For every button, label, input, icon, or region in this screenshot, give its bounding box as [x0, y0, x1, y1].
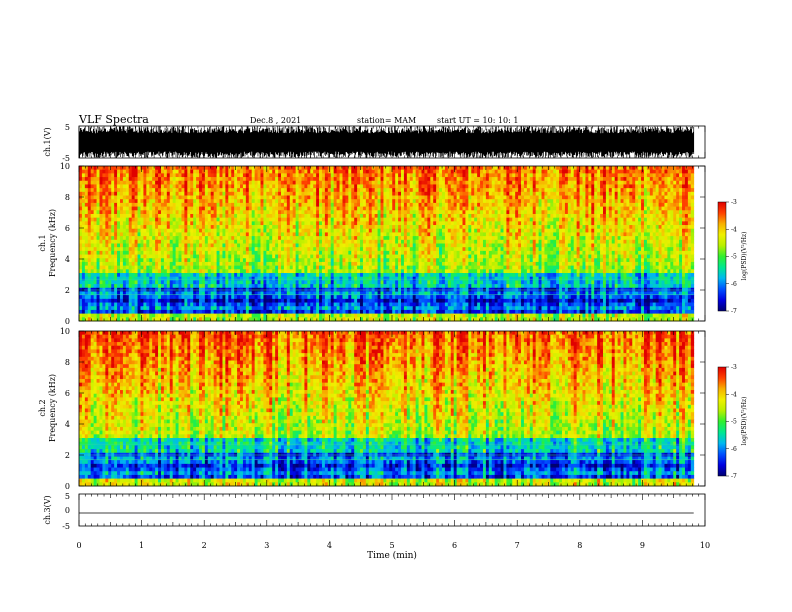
colorbar-tick-label: -3	[731, 199, 737, 206]
ytick-label: 2	[65, 286, 70, 295]
ch3-ytick-bottom: -5	[62, 522, 70, 531]
ytick-label: 2	[65, 451, 70, 460]
ch1-ytick-top: 5	[65, 123, 70, 132]
ch3-waveform-ylabel: ch.3(V)	[43, 495, 52, 524]
colorbar-tick-label: -6	[731, 446, 737, 453]
xtick-label: 6	[452, 541, 457, 550]
ch3-waveform-panel: 5 0 -5 ch.3(V)	[43, 492, 706, 531]
ch1-spectrogram-channel-label: ch.1	[38, 234, 47, 251]
ytick-label: 10	[60, 327, 70, 336]
ch1-waveform-ticks	[78, 126, 706, 158]
colorbar-tick-label: -7	[731, 473, 737, 480]
ch1-ytick-bottom: -5	[62, 154, 70, 163]
date-label: Dec.8 , 2021	[250, 116, 301, 125]
ch2-spectrogram-panel: 0 2 4 6 8 10 ch.2 Frequency (kHz)	[38, 327, 706, 491]
xtick-label: 10	[700, 541, 710, 550]
ch1-colorbar: -3 -4 -5 -6 -7 log(PSD)(V²/Hz)	[717, 199, 748, 315]
colorbar-tick-label: -5	[731, 419, 737, 426]
ch1-spectrogram-yticklabels: 0 2 4 6 8 10	[60, 162, 705, 326]
xtick-label: 2	[202, 541, 207, 550]
colorbar-tick-label: -6	[731, 281, 737, 288]
ch1-colorbar-gradient	[717, 201, 727, 312]
ch2-spectrogram-ticks	[78, 331, 706, 486]
ch1-spectrogram-ticks	[78, 166, 706, 321]
xtick-label: 3	[264, 541, 269, 550]
ch2-colorbar-ticks: -3 -4 -5 -6 -7	[726, 364, 737, 480]
ch3-waveform-ticks	[78, 494, 706, 526]
ch1-waveform-panel: 5 -5 ch.1(V)	[43, 123, 706, 163]
ch2-colorbar-gradient	[717, 366, 727, 477]
xtick-label: 0	[76, 541, 81, 550]
ch1-colorbar-ticks: -3 -4 -5 -6 -7	[726, 199, 737, 315]
ch2-spectrogram-yticklabels: 0 2 4 6 8 10	[60, 327, 705, 491]
ytick-label: 6	[65, 389, 70, 398]
colorbar-tick-label: -4	[731, 391, 737, 398]
ch1-waveform-trace	[78, 126, 695, 158]
ch2-colorbar-label: log(PSD)(V²/Hz)	[741, 397, 748, 446]
ytick-label: 4	[65, 420, 70, 429]
start-time-label: start UT = 10: 10: 1	[437, 116, 518, 125]
ytick-label: 8	[65, 193, 70, 202]
ytick-label: 8	[65, 358, 70, 367]
ch1-spectrogram-image	[79, 166, 695, 322]
ch3-ytick-top: 5	[65, 492, 70, 501]
x-axis-ticklabels: 0 1 2 3 4 5 6 7 8 9 10	[76, 541, 710, 550]
xtick-label: 7	[515, 541, 520, 550]
figure-title: VLF Spectra	[78, 113, 149, 126]
xtick-label: 5	[389, 541, 394, 550]
ch2-spectrogram-channel-label: ch.2	[38, 399, 47, 416]
colorbar-tick-label: -4	[731, 226, 737, 233]
ch2-spectrogram-image	[79, 331, 695, 487]
ch1-spectrogram-panel: 0 2 4 6 8 10 ch.1 Frequency (kHz)	[38, 162, 706, 326]
ytick-label: 10	[60, 162, 70, 171]
xtick-label: 4	[327, 541, 332, 550]
x-axis-label: Time (min)	[367, 550, 417, 561]
xtick-label: 8	[577, 541, 582, 550]
xtick-label: 1	[139, 541, 144, 550]
ytick-label: 0	[65, 317, 70, 326]
ch3-ytick-middle: 0	[65, 506, 70, 515]
ch1-colorbar-label: log(PSD)(V²/Hz)	[741, 232, 748, 281]
xtick-label: 9	[640, 541, 645, 550]
ch1-waveform-ylabel: ch.1(V)	[43, 127, 52, 156]
ch1-spectrogram-ylabel: Frequency (kHz)	[48, 209, 57, 277]
ch2-spectrogram-ylabel: Frequency (kHz)	[48, 374, 57, 442]
ytick-label: 4	[65, 255, 70, 264]
ch2-colorbar: -3 -4 -5 -6 -7 log(PSD)(V²/Hz)	[717, 364, 748, 480]
colorbar-tick-label: -3	[731, 364, 737, 371]
colorbar-tick-label: -5	[731, 254, 737, 261]
colorbar-tick-label: -7	[731, 308, 737, 315]
ytick-label: 0	[65, 482, 70, 491]
station-label: station= MAM	[357, 116, 416, 125]
ytick-label: 6	[65, 224, 70, 233]
